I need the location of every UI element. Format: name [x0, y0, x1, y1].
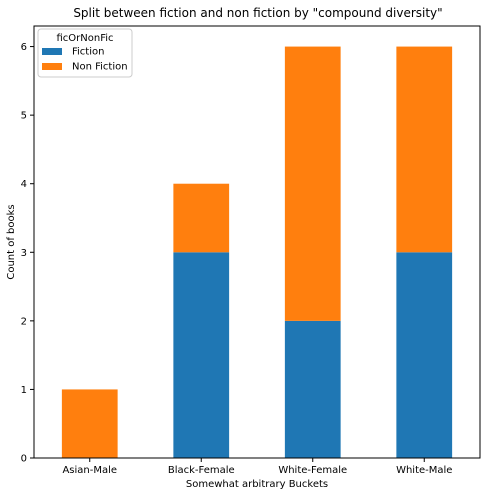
legend: ficOrNonFic Fiction Non Fiction	[37, 28, 133, 78]
legend-label-fiction: Fiction	[72, 47, 104, 58]
x-axis-label: Somewhat arbitrary Buckets	[186, 479, 328, 490]
x-tick-label: Asian-Male	[62, 465, 117, 476]
legend-title: ficOrNonFic	[56, 33, 113, 44]
x-tick-label: Black-Female	[168, 465, 235, 476]
y-axis-label: Count of books	[6, 204, 17, 279]
bar-fiction-black-female	[173, 252, 230, 458]
y-tick-label: 0	[21, 454, 27, 465]
y-tick-label: 4	[21, 179, 27, 190]
legend-label-non-fiction: Non Fiction	[72, 62, 128, 73]
x-tick-label: White-Male	[396, 465, 452, 476]
bar-non-fiction-white-female	[284, 46, 341, 321]
bar-fiction-white-male	[396, 252, 453, 458]
y-axis: 0 1 2 3 4 5 6	[21, 42, 34, 465]
plot-frame	[33, 25, 481, 459]
legend-swatch-non-fiction	[42, 63, 62, 70]
bars-group	[61, 46, 453, 458]
y-tick-label: 2	[21, 316, 27, 327]
y-tick-label: 3	[21, 248, 27, 259]
x-tick-label: White-Female	[278, 465, 347, 476]
bar-non-fiction-asian-male	[61, 389, 118, 458]
bar-fiction-white-female	[284, 320, 341, 458]
y-tick-label: 6	[21, 42, 27, 53]
y-tick-label: 1	[21, 385, 27, 396]
bar-non-fiction-white-male	[396, 46, 453, 253]
y-tick-label: 5	[21, 111, 27, 122]
legend-swatch-fiction	[42, 48, 62, 55]
x-axis: Asian-Male Black-Female White-Female White-…	[62, 458, 452, 476]
chart-title: Split between fiction and non fiction by…	[73, 6, 442, 20]
bar-non-fiction-black-female	[173, 183, 230, 253]
